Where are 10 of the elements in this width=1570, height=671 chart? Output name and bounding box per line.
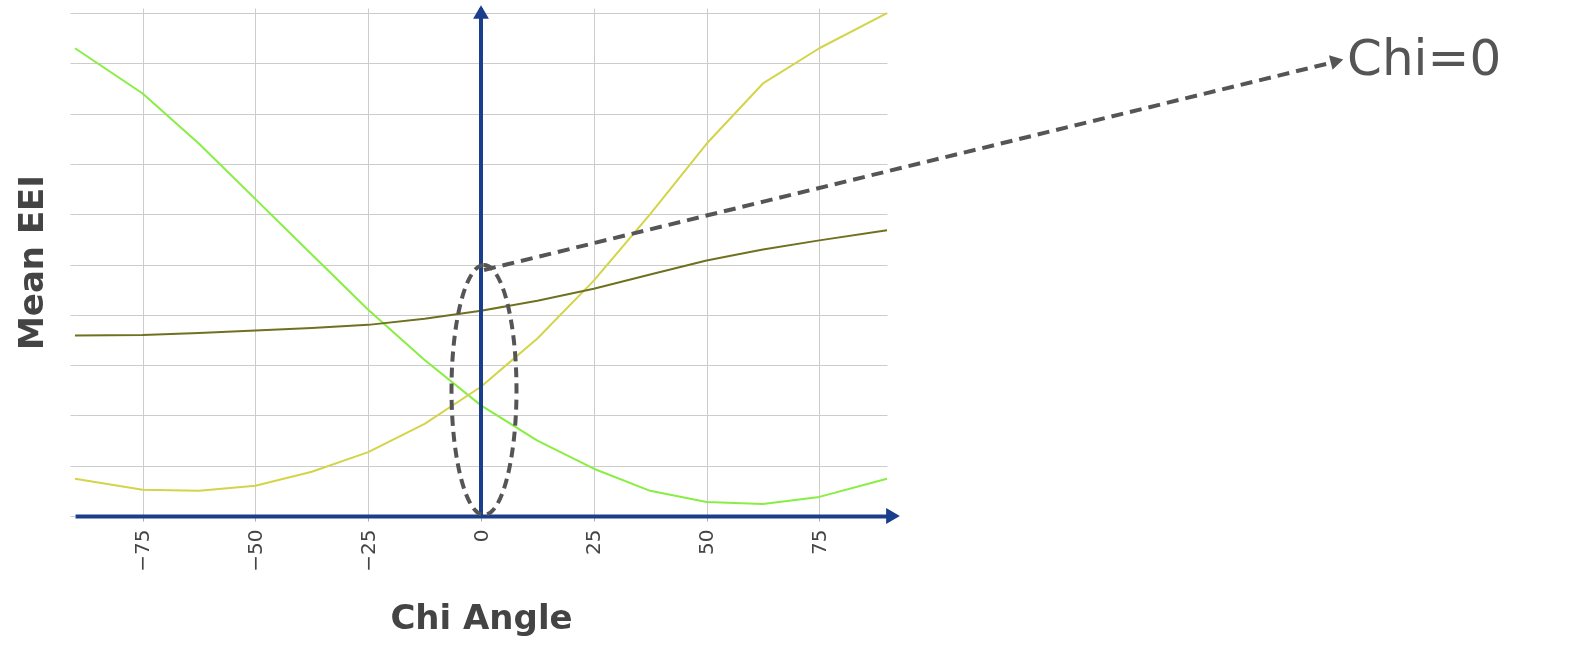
text: Chi=0 <box>1347 29 1502 87</box>
x-tick-label: 25 <box>581 529 606 555</box>
x-tick-label: 75 <box>806 529 831 555</box>
y-axis-title: Mean EEI <box>11 175 51 350</box>
x-tick-label: 0 <box>468 529 493 543</box>
x-tick-label: −25 <box>355 529 380 572</box>
x-tick-label: −75 <box>130 529 155 572</box>
x-tick-label: −50 <box>242 529 267 572</box>
x-axis-title: Chi Angle <box>390 596 573 637</box>
x-tick-label: 50 <box>694 529 719 555</box>
